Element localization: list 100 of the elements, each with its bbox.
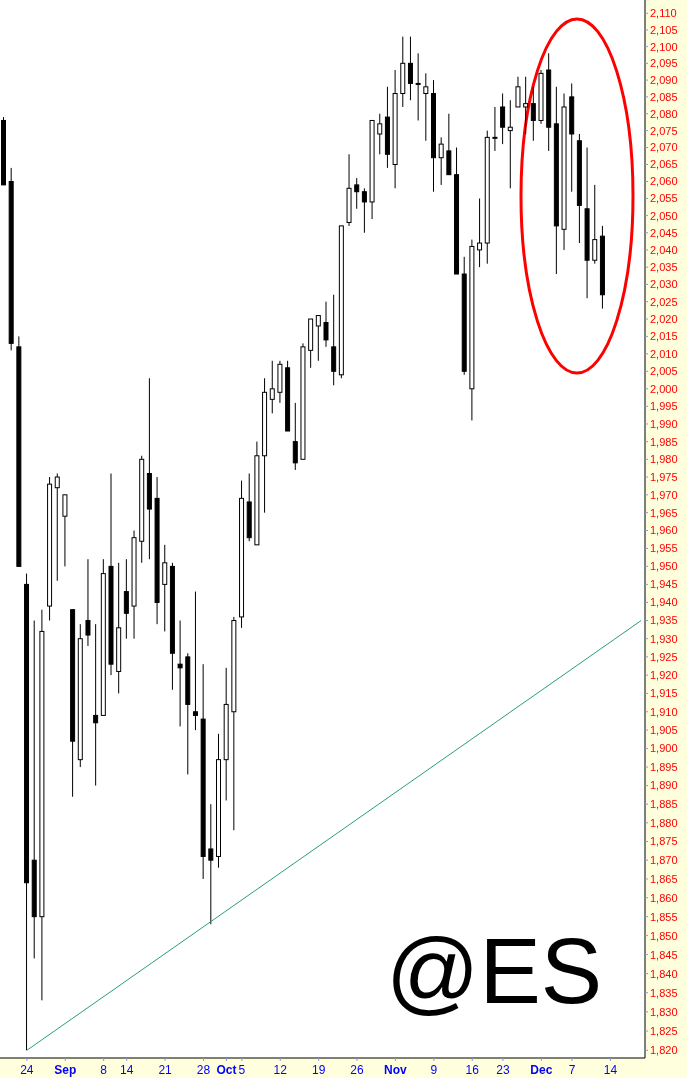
x-tick-label: 9 — [430, 1063, 438, 1077]
x-tick-label: 28 — [196, 1063, 211, 1077]
candlestick — [530, 86, 536, 142]
y-tick-label: 1,875 — [650, 835, 678, 848]
x-tick-label: 7 — [568, 1063, 576, 1077]
y-tick-label: 1,995 — [650, 400, 678, 413]
x-tick-label: Dec — [530, 1063, 553, 1077]
y-tick-label: 2,100 — [650, 40, 678, 53]
y-tick-label: 2,070 — [650, 141, 678, 154]
candlestick — [354, 177, 360, 210]
y-tick-label: 1,885 — [650, 798, 678, 811]
x-tick-label: 12 — [273, 1063, 288, 1077]
candlestick — [123, 558, 129, 640]
candlestick — [492, 106, 498, 152]
annotation: @ES — [386, 920, 603, 1022]
y-tick-label: 1,820 — [650, 1044, 678, 1057]
y-tick-label: 2,080 — [650, 107, 678, 120]
candlestick — [515, 76, 521, 108]
y-tick-label: 1,840 — [650, 967, 678, 980]
candlestick — [361, 187, 367, 234]
x-tick-label: 8 — [100, 1063, 108, 1077]
y-tick-label: 2,010 — [650, 347, 678, 360]
y-tick-label: 1,990 — [650, 417, 678, 430]
candlestick — [415, 52, 421, 121]
y-tick-label: 1,980 — [650, 453, 678, 466]
y-tick-label: 2,025 — [650, 295, 678, 308]
y-tick-label: 2,005 — [650, 365, 678, 378]
y-tick-label: 1,850 — [650, 929, 678, 942]
x-tick-label: 21 — [158, 1063, 173, 1077]
y-tick-label: 1,855 — [650, 910, 678, 923]
y-tick-label: 1,975 — [650, 470, 678, 483]
y-tick-label: 1,920 — [650, 669, 678, 682]
candlestick — [377, 113, 383, 155]
candlestick — [292, 402, 298, 471]
x-tick-label: 24 — [20, 1063, 34, 1077]
y-tick-label: 1,965 — [650, 506, 678, 519]
candlestick — [162, 544, 168, 632]
candlestick — [477, 198, 483, 268]
x-tick-label: 5 — [238, 1063, 246, 1077]
y-tick-label: 1,940 — [650, 596, 678, 609]
candlestick — [438, 136, 444, 186]
candlestick — [407, 36, 413, 101]
y-tick-label: 2,090 — [650, 73, 678, 86]
y-tick-label: 2,065 — [650, 158, 678, 171]
y-tick-label: 2,030 — [650, 278, 678, 291]
x-tick-label: 14 — [603, 1063, 618, 1077]
y-tick-label: 2,045 — [650, 226, 678, 239]
y-tick-label: 2,095 — [650, 57, 678, 70]
y-tick-label: 1,930 — [650, 632, 678, 645]
candlestick — [54, 472, 60, 582]
y-tick-label: 2,000 — [650, 382, 678, 395]
y-tick-label: 2,075 — [650, 124, 678, 137]
y-tick-label: 1,945 — [650, 578, 678, 591]
y-tick-label: 2,015 — [650, 330, 678, 343]
x-tick-label: 26 — [350, 1063, 365, 1077]
y-tick-label: 1,825 — [650, 1024, 678, 1037]
x-tick-label: Oct — [216, 1063, 237, 1077]
y-tick-label: 1,890 — [650, 779, 678, 792]
y-tick-label: 1,905 — [650, 724, 678, 737]
candlestick — [423, 72, 429, 142]
y-tick-label: 1,835 — [650, 986, 678, 999]
x-tick-label: 19 — [311, 1063, 326, 1077]
y-tick-label: 2,050 — [650, 209, 678, 222]
y-tick-label: 1,900 — [650, 742, 678, 755]
y-tick-label: 1,925 — [650, 650, 678, 663]
y-tick-label: 1,970 — [650, 488, 678, 501]
x-tick-label: 23 — [496, 1063, 510, 1077]
y-tick-label: 2,040 — [650, 243, 678, 256]
y-tick-label: 1,960 — [650, 524, 678, 537]
candlestick — [269, 360, 275, 414]
y-tick-label: 1,955 — [650, 542, 678, 555]
y-tick-label: 1,880 — [650, 816, 678, 829]
candlestick — [85, 558, 91, 647]
y-tick-label: 2,085 — [650, 90, 678, 103]
candlestick — [93, 623, 99, 787]
y-tick-label: 1,935 — [650, 614, 678, 627]
x-tick-label: Nov — [384, 1063, 408, 1077]
y-tick-label: 1,845 — [650, 948, 678, 961]
candlestick — [507, 99, 513, 189]
candlestick — [208, 803, 214, 925]
y-tick-label: 2,055 — [650, 192, 678, 205]
x-tick-label: Sep — [54, 1063, 77, 1077]
y-tick-label: 1,985 — [650, 435, 678, 448]
candlestick — [500, 93, 506, 145]
x-tick-label: 14 — [120, 1063, 134, 1077]
candlestick — [315, 315, 321, 362]
y-tick-label: 1,910 — [650, 705, 678, 718]
candlestick — [592, 184, 598, 265]
y-tick-label: 1,950 — [650, 560, 678, 573]
x-tick-label: 16 — [465, 1063, 480, 1077]
y-tick-label: 2,035 — [650, 261, 678, 274]
candlestick — [192, 591, 198, 731]
y-tick-label: 2,020 — [650, 312, 678, 325]
candlestick — [323, 301, 329, 348]
y-tick-label: 1,830 — [650, 1005, 678, 1018]
y-tick-label: 1,870 — [650, 854, 678, 867]
y-tick-label: 2,110 — [650, 7, 677, 20]
y-tick-label: 1,895 — [650, 760, 678, 773]
y-tick-label: 2,105 — [650, 23, 678, 36]
y-tick-label: 2,060 — [650, 175, 678, 188]
